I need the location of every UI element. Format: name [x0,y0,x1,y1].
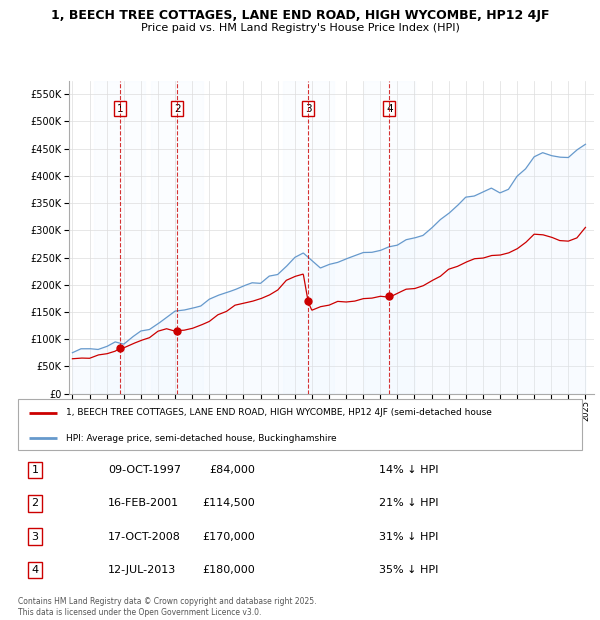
Text: Price paid vs. HM Land Registry's House Price Index (HPI): Price paid vs. HM Land Registry's House … [140,23,460,33]
Text: 2: 2 [174,104,181,114]
Text: 1: 1 [116,104,123,114]
Bar [151,81,203,394]
Text: 21% ↓ HPI: 21% ↓ HPI [379,498,439,508]
Text: 3: 3 [305,104,311,114]
Text: Contains HM Land Registry data © Crown copyright and database right 2025.
This d: Contains HM Land Registry data © Crown c… [18,598,317,617]
Text: 4: 4 [386,104,392,114]
Bar [94,81,145,394]
Text: 3: 3 [31,531,38,542]
Text: 14% ↓ HPI: 14% ↓ HPI [379,465,439,475]
Bar [364,81,415,394]
Text: 4: 4 [31,565,38,575]
Text: 1: 1 [31,465,38,475]
Text: 16-FEB-2001: 16-FEB-2001 [108,498,179,508]
Text: 1, BEECH TREE COTTAGES, LANE END ROAD, HIGH WYCOMBE, HP12 4JF (semi-detached hou: 1, BEECH TREE COTTAGES, LANE END ROAD, H… [66,409,492,417]
Text: £180,000: £180,000 [202,565,255,575]
Text: 2: 2 [31,498,38,508]
Text: 1, BEECH TREE COTTAGES, LANE END ROAD, HIGH WYCOMBE, HP12 4JF: 1, BEECH TREE COTTAGES, LANE END ROAD, H… [51,9,549,22]
FancyBboxPatch shape [18,399,582,450]
Text: £170,000: £170,000 [202,531,255,542]
Text: 17-OCT-2008: 17-OCT-2008 [108,531,181,542]
Text: 31% ↓ HPI: 31% ↓ HPI [379,531,439,542]
Text: £114,500: £114,500 [202,498,255,508]
Bar [283,81,334,394]
Text: 12-JUL-2013: 12-JUL-2013 [108,565,176,575]
Text: 09-OCT-1997: 09-OCT-1997 [108,465,181,475]
Text: HPI: Average price, semi-detached house, Buckinghamshire: HPI: Average price, semi-detached house,… [66,434,337,443]
Text: £84,000: £84,000 [209,465,255,475]
Text: 35% ↓ HPI: 35% ↓ HPI [379,565,439,575]
